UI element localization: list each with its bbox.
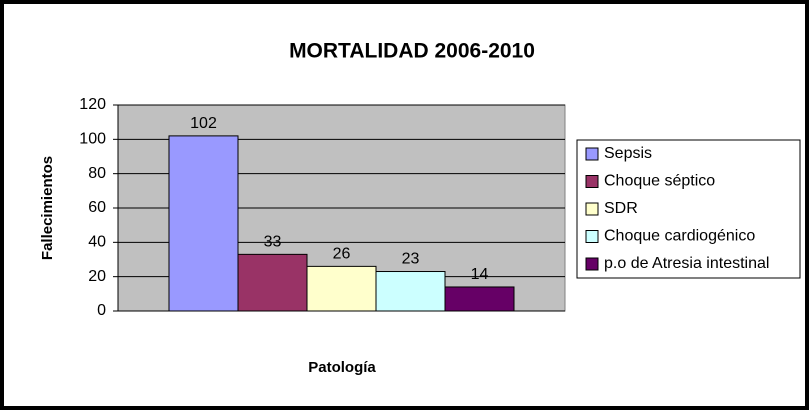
data-label: 26 [333, 246, 351, 263]
data-label: 23 [402, 251, 420, 268]
bar [444, 286, 515, 312]
legend-label: p.o de Atresia intestinal [604, 255, 769, 272]
legend [576, 139, 801, 279]
data-label: 102 [190, 115, 217, 132]
legend-label: SDR [604, 200, 638, 217]
y-tick-label: 20 [88, 268, 106, 285]
y-tick-label: 60 [88, 199, 106, 216]
y-tick-label: 0 [97, 302, 106, 319]
legend-label: Choque séptico [604, 173, 715, 190]
legend-swatch [585, 147, 599, 161]
legend-swatch [585, 257, 599, 271]
legend-swatch [585, 202, 599, 216]
y-tick-label: 120 [79, 96, 106, 113]
y-tick-label: 80 [88, 165, 106, 182]
legend-label: Choque cardiogénico [604, 228, 755, 245]
chart-title: MORTALIDAD 2006-2010 [289, 40, 535, 63]
bar [306, 265, 377, 312]
y-tick-label: 40 [88, 234, 106, 251]
data-label: 14 [471, 266, 489, 283]
data-label: 33 [264, 234, 282, 251]
y-tick-label: 100 [79, 131, 106, 148]
y-axis-label: Fallecimientos [39, 156, 56, 260]
x-axis-label: Patología [308, 359, 376, 376]
bar [375, 271, 446, 312]
bar [168, 135, 239, 312]
legend-label: Sepsis [604, 145, 652, 162]
bar [237, 253, 308, 312]
legend-swatch [585, 230, 599, 243]
legend-swatch [585, 175, 599, 188]
